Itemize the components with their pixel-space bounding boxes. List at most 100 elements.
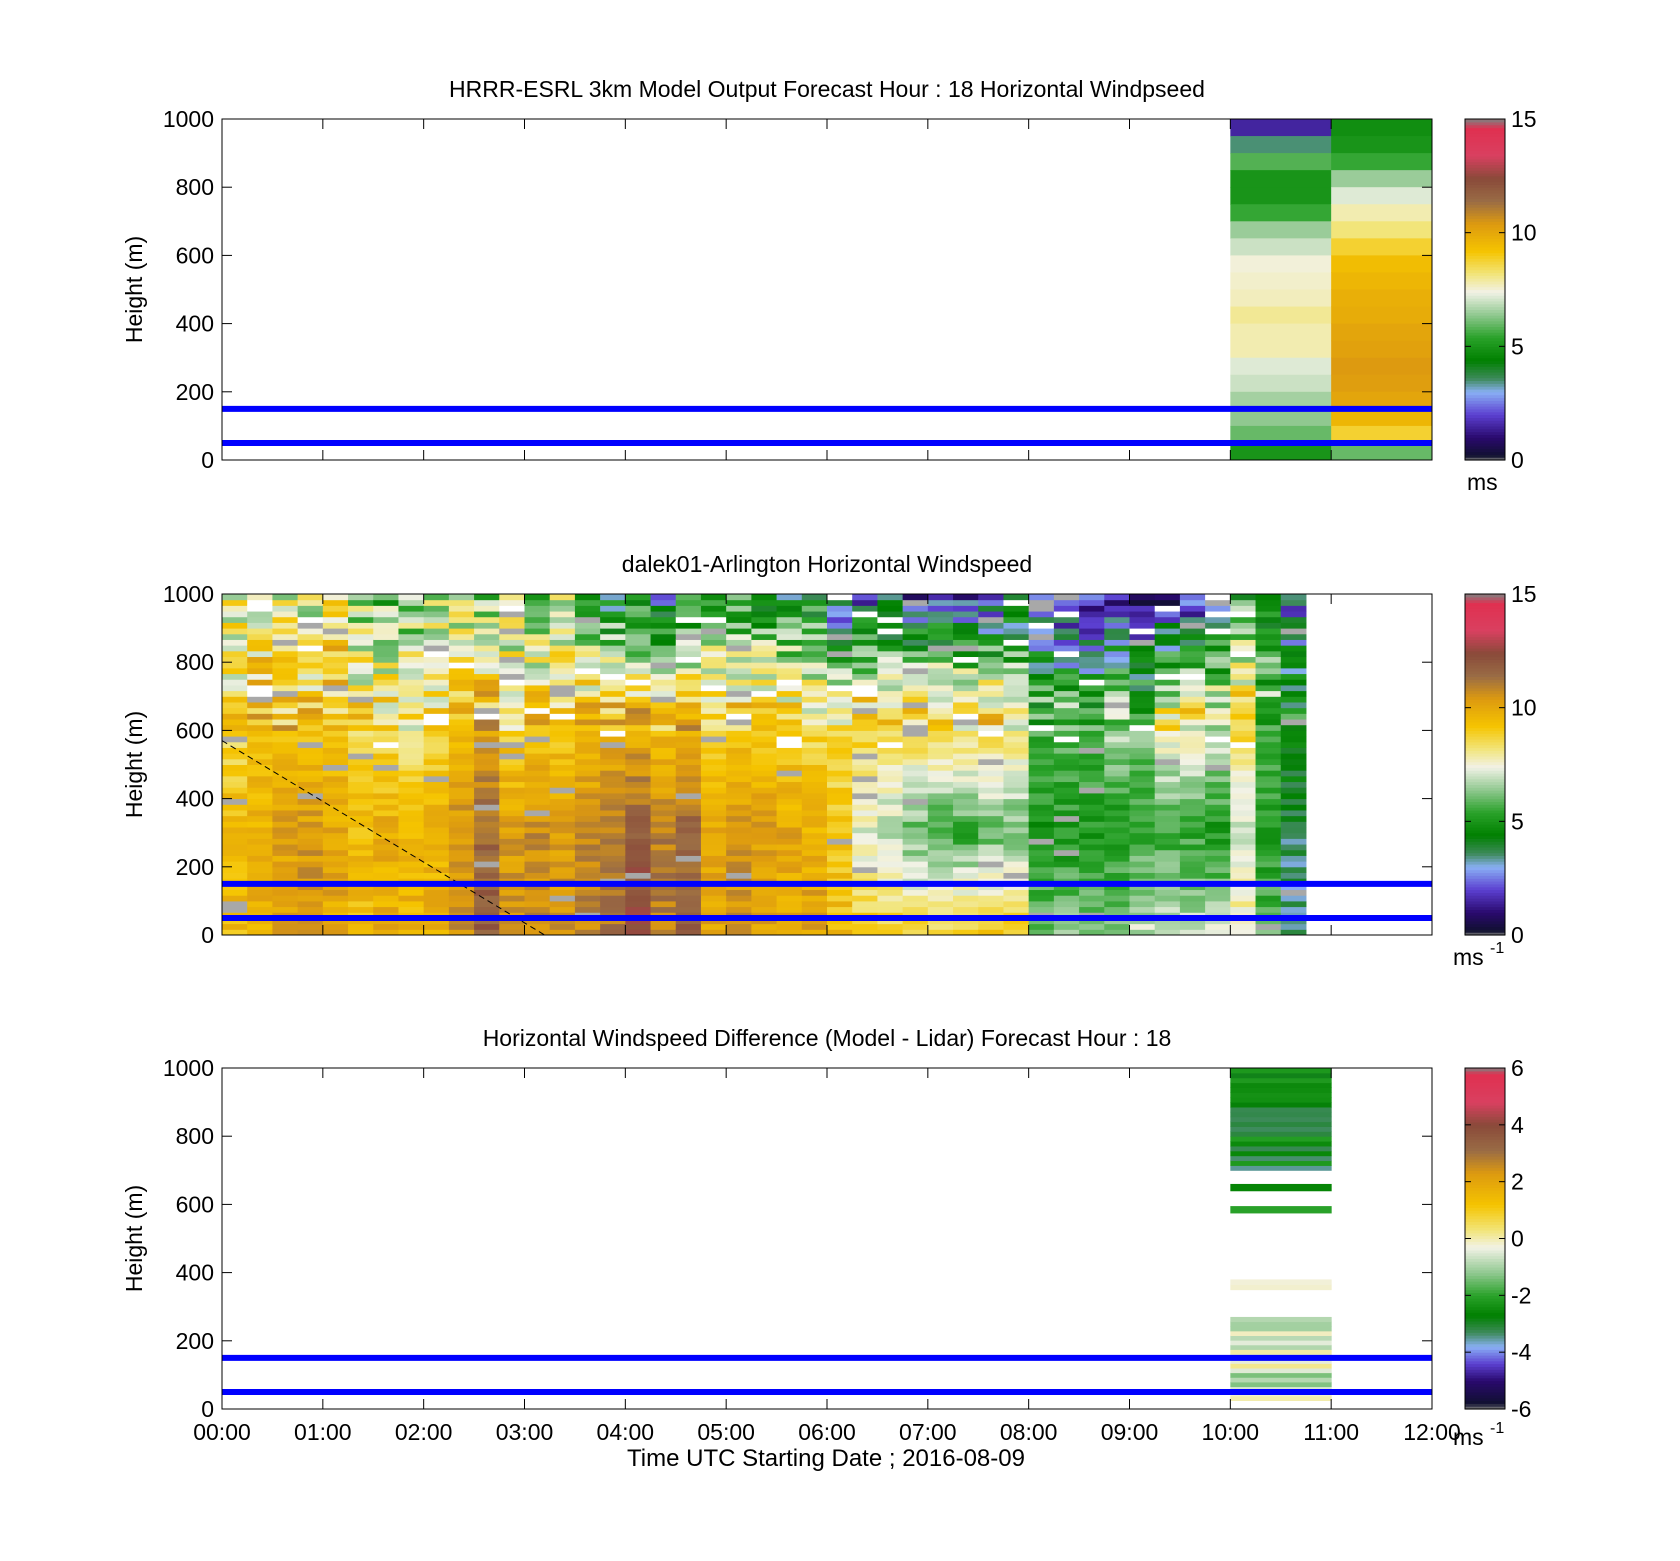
heatmap-cell	[398, 633, 425, 640]
heatmap-cell	[272, 872, 299, 879]
heatmap-cell	[1129, 696, 1156, 703]
heatmap-cell	[600, 616, 626, 623]
heatmap-cell	[1331, 289, 1433, 308]
heatmap-cell	[801, 684, 828, 692]
colorbar-segment	[1465, 1403, 1505, 1407]
colorbar-segment	[1465, 280, 1505, 285]
heatmap-cell	[423, 827, 450, 834]
colorbar-segment	[1465, 628, 1505, 632]
heatmap-cell	[1280, 611, 1307, 618]
heatmap-cell	[247, 855, 273, 862]
heatmap-cell	[1179, 594, 1206, 601]
colorbar-segment	[1465, 326, 1505, 330]
heatmap-cell	[902, 764, 929, 771]
heatmap-cell	[1053, 775, 1080, 783]
heatmap-cell	[827, 730, 853, 737]
heatmap-cell	[600, 696, 626, 703]
heatmap-cell	[348, 599, 374, 606]
heatmap-cell	[751, 827, 778, 834]
heatmap-cell	[448, 821, 475, 828]
heatmap-cell	[524, 724, 551, 731]
heatmap-cell	[801, 747, 828, 754]
heatmap-cell	[902, 781, 929, 788]
heatmap-cell	[801, 741, 828, 748]
heatmap-cell	[827, 719, 853, 726]
heatmap-cell	[398, 611, 425, 618]
heatmap-cell	[247, 684, 273, 692]
heatmap-cell	[398, 696, 425, 703]
colorbar-segment	[1465, 656, 1505, 660]
heatmap-cell	[322, 792, 349, 800]
heatmap-cell	[499, 622, 525, 629]
heatmap-cell	[1003, 611, 1030, 618]
heatmap-cell	[322, 827, 349, 834]
heatmap-cell	[978, 809, 1004, 817]
colorbar-segment	[1465, 923, 1505, 928]
heatmap-cell	[574, 736, 601, 743]
heatmap-cell	[1053, 645, 1080, 652]
heatmap-cell	[726, 827, 752, 834]
heatmap-cell	[222, 645, 248, 652]
heatmap-cell	[499, 815, 525, 822]
heatmap-cell	[1280, 628, 1307, 635]
heatmap-cell	[978, 923, 1004, 930]
heatmap-cell	[373, 832, 399, 839]
heatmap-cell	[1003, 599, 1030, 606]
heatmap-cell	[902, 594, 929, 601]
heatmap-cell	[1179, 844, 1206, 851]
heatmap-cell	[776, 690, 803, 697]
heatmap-cell	[1179, 707, 1206, 714]
heatmap-cell	[1255, 832, 1282, 839]
heatmap-cell	[953, 775, 979, 783]
heatmap-cell	[978, 775, 1004, 783]
colorbar-segment	[1465, 380, 1505, 384]
heatmap-cell	[1028, 929, 1055, 936]
heatmap-cell	[726, 741, 752, 748]
heatmap-cell	[1154, 929, 1181, 936]
heatmap-cell	[827, 787, 853, 794]
heatmap-cell	[902, 906, 929, 913]
colorbar-segment	[1465, 1258, 1505, 1262]
colorbar-segment	[1465, 1374, 1505, 1379]
heatmap-cell	[549, 804, 576, 811]
heatmap-cell	[650, 770, 677, 777]
heatmap-cell	[1129, 787, 1156, 794]
colorbar-segment	[1465, 332, 1505, 336]
colorbar-segment	[1465, 1312, 1505, 1316]
heatmap-cell	[322, 707, 349, 714]
heatmap-cell	[1129, 684, 1156, 692]
heatmap-cell	[524, 611, 551, 618]
heatmap-cell	[625, 724, 652, 731]
heatmap-cell	[1205, 633, 1231, 640]
heatmap-cell	[927, 673, 954, 680]
heatmap-cell	[776, 883, 803, 891]
heatmap-cell	[247, 770, 273, 777]
heatmap-cell	[1053, 861, 1080, 868]
heatmap-cell	[700, 923, 727, 930]
heatmap-cell	[398, 895, 425, 902]
heatmap-cell	[423, 633, 450, 640]
heatmap-cell	[978, 872, 1004, 879]
heatmap-cell	[1079, 798, 1105, 805]
heatmap-cell	[499, 679, 525, 686]
heatmap-cell	[1179, 616, 1206, 623]
heatmap-cell	[827, 849, 853, 856]
heatmap-cell	[625, 684, 652, 692]
heatmap-cell	[247, 872, 273, 879]
colorbar-segment	[1465, 1136, 1505, 1140]
heatmap-cell	[827, 707, 853, 714]
heatmap-cell	[549, 764, 576, 771]
heatmap-cell	[600, 753, 626, 760]
heatmap-cell	[927, 861, 954, 868]
heatmap-cell	[499, 713, 525, 720]
colorbar-segment	[1465, 1266, 1505, 1271]
colorbar-segment	[1465, 366, 1505, 370]
heatmap-cell	[953, 679, 979, 686]
heatmap-cell	[902, 872, 929, 879]
heatmap-cell	[726, 798, 752, 805]
heatmap-cell	[1003, 679, 1030, 686]
heatmap-cell	[675, 889, 702, 896]
heatmap-cell	[877, 707, 904, 714]
heatmap-cell	[801, 866, 828, 873]
y-axis-label: Height (m)	[121, 236, 147, 343]
